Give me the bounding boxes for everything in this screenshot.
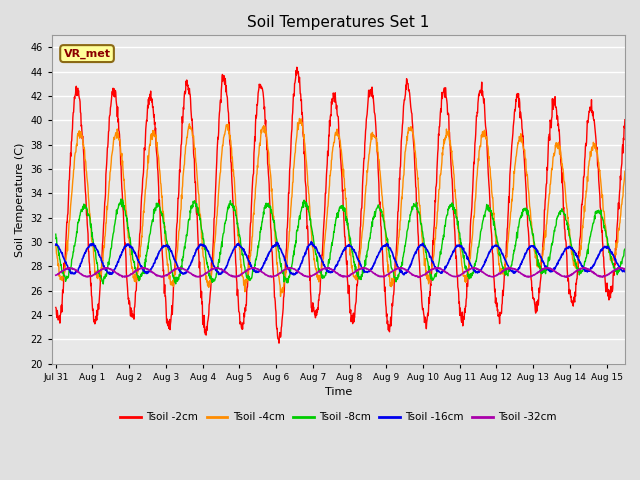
- Tsoil -4cm: [316, 273, 324, 278]
- Line: Tsoil -2cm: Tsoil -2cm: [56, 67, 625, 343]
- Tsoil -32cm: [316, 268, 323, 274]
- Tsoil -4cm: [296, 116, 303, 121]
- Tsoil -16cm: [307, 239, 315, 244]
- Tsoil -16cm: [119, 247, 127, 252]
- Tsoil -16cm: [305, 242, 313, 248]
- Tsoil -32cm: [96, 268, 104, 274]
- Legend: Tsoil -2cm, Tsoil -4cm, Tsoil -8cm, Tsoil -16cm, Tsoil -32cm: Tsoil -2cm, Tsoil -4cm, Tsoil -8cm, Tsoi…: [116, 408, 561, 426]
- Tsoil -2cm: [376, 208, 384, 214]
- Tsoil -2cm: [96, 286, 104, 292]
- Tsoil -32cm: [415, 275, 422, 280]
- Tsoil -16cm: [52, 242, 60, 248]
- Tsoil -2cm: [275, 340, 283, 346]
- Tsoil -4cm: [119, 167, 127, 172]
- Tsoil -8cm: [621, 246, 628, 252]
- Tsoil -2cm: [119, 206, 127, 212]
- Tsoil -16cm: [316, 253, 323, 259]
- Line: Tsoil -16cm: Tsoil -16cm: [56, 241, 625, 275]
- Tsoil -16cm: [96, 254, 104, 260]
- Tsoil -8cm: [294, 223, 302, 229]
- Tsoil -4cm: [621, 168, 628, 174]
- Tsoil -8cm: [96, 274, 104, 279]
- Tsoil -16cm: [293, 270, 301, 276]
- Tsoil -16cm: [400, 272, 408, 278]
- Line: Tsoil -32cm: Tsoil -32cm: [56, 267, 625, 277]
- Tsoil -16cm: [376, 249, 384, 254]
- Tsoil -2cm: [621, 117, 628, 122]
- Tsoil -4cm: [96, 277, 104, 283]
- Line: Tsoil -4cm: Tsoil -4cm: [56, 119, 625, 297]
- Tsoil -32cm: [119, 274, 127, 280]
- Tsoil -2cm: [52, 304, 60, 310]
- Tsoil -2cm: [294, 69, 302, 74]
- Tsoil -2cm: [293, 64, 301, 70]
- Tsoil -32cm: [376, 273, 383, 279]
- Tsoil -4cm: [306, 204, 314, 210]
- Tsoil -2cm: [306, 277, 314, 283]
- Title: Soil Temperatures Set 1: Soil Temperatures Set 1: [247, 15, 429, 30]
- Tsoil -8cm: [117, 196, 125, 202]
- Tsoil -8cm: [306, 214, 314, 220]
- Tsoil -32cm: [616, 264, 624, 270]
- Tsoil -32cm: [305, 274, 313, 280]
- Tsoil -4cm: [52, 242, 60, 248]
- Tsoil -4cm: [294, 120, 301, 126]
- Tsoil -2cm: [316, 288, 324, 294]
- Tsoil -16cm: [621, 268, 628, 274]
- Tsoil -4cm: [376, 173, 384, 179]
- X-axis label: Time: Time: [325, 387, 352, 397]
- Tsoil -32cm: [52, 272, 60, 278]
- Tsoil -4cm: [276, 294, 284, 300]
- Y-axis label: Soil Temperature (C): Soil Temperature (C): [15, 142, 25, 257]
- Tsoil -8cm: [99, 281, 107, 287]
- Tsoil -8cm: [120, 207, 127, 213]
- Tsoil -8cm: [316, 270, 324, 276]
- Tsoil -8cm: [52, 231, 60, 237]
- Tsoil -32cm: [293, 269, 301, 275]
- Text: VR_met: VR_met: [63, 48, 111, 59]
- Tsoil -8cm: [376, 208, 384, 214]
- Line: Tsoil -8cm: Tsoil -8cm: [56, 199, 625, 284]
- Tsoil -32cm: [621, 266, 628, 272]
